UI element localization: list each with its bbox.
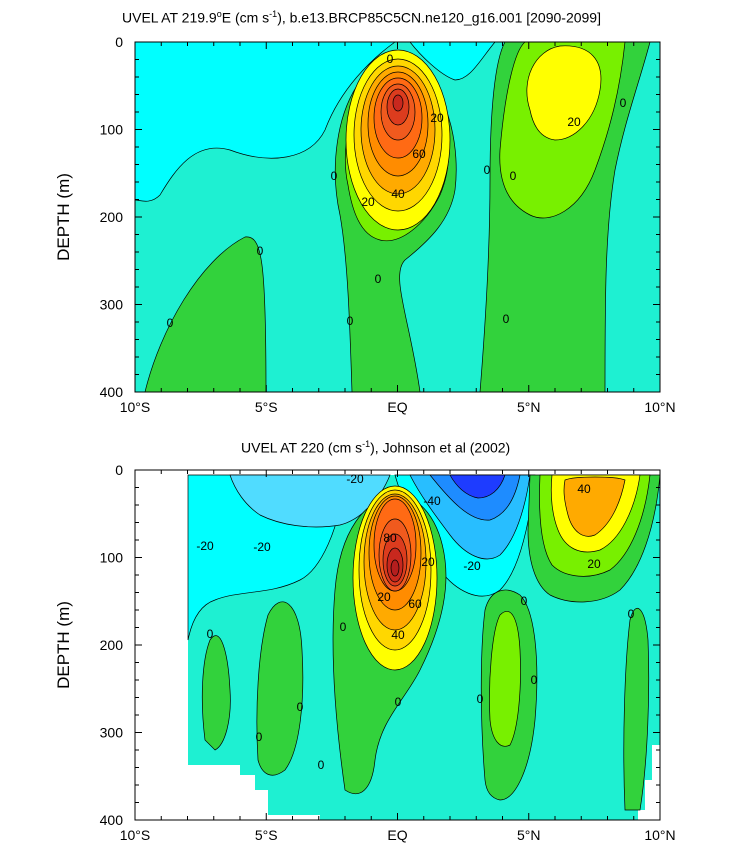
top-contour-label: 20 (430, 111, 444, 125)
bottom-x-tick-label: 10°N (644, 827, 675, 843)
top-contour-label: 0 (510, 169, 517, 183)
bottom-x-tick-label: EQ (387, 827, 407, 843)
top-contour-label: 0 (347, 314, 354, 328)
bottom-contour-label: 20 (421, 555, 435, 569)
bottom-contour-labels: -20 -40 -20 -20 -20 80 20 60 40 20 40 20 0 0 0 0 0 0 0 0 0 0 (196, 472, 634, 772)
bottom-green-far-east (623, 608, 650, 811)
bottom-contour-label: -20 (463, 559, 481, 573)
bottom-contour-label: 0 (521, 594, 528, 608)
bottom-x-tick-label: 5°S (255, 827, 278, 843)
bottom-equatorial-jet (352, 485, 438, 671)
top-equatorial-jet (345, 49, 451, 231)
top-green-south-region (144, 236, 267, 393)
bottom-green-west-b (256, 601, 304, 776)
top-contour-label: 0 (375, 272, 382, 286)
bottom-contour-label: 0 (318, 758, 325, 772)
bottom-y-tick-label: 0 (115, 462, 123, 478)
bottom-title-tail: ), Johnson et al (2002) (370, 439, 511, 456)
top-title-tail: ), b.e13.BRCP85C5CN.ne120_g16.001 [2090-… (277, 9, 601, 26)
top-y-tick-label: 200 (100, 209, 124, 225)
bottom-chart-title: UVEL AT 220 (cm s-1), Johnson et al (200… (241, 439, 510, 456)
bottom-contour-label: 40 (391, 628, 405, 642)
bottom-jet-level-100 (390, 559, 400, 577)
bottom-contour-label: 0 (207, 627, 214, 641)
bottom-contour-label: 80 (383, 531, 397, 545)
bottom-y-tick-label: 200 (100, 637, 124, 653)
bottom-contour-label: 60 (408, 597, 422, 611)
top-x-tick-label: 5°N (517, 399, 541, 415)
top-chart-title: UVEL AT 219.9oE (cm s-1), b.e13.BRCP85C5… (122, 9, 601, 26)
top-contour-label: 0 (331, 169, 338, 183)
top-contour-label: 0 (484, 163, 491, 177)
top-jet-level-90 (392, 94, 404, 112)
top-contour-label: 0 (387, 52, 394, 66)
bottom-contour-label: 0 (395, 695, 402, 709)
bottom-contour-label: 0 (628, 607, 635, 621)
bottom-contour-label: -20 (346, 472, 364, 486)
top-yellow-east-core (526, 45, 602, 141)
top-contour-label: 20 (361, 195, 375, 209)
top-x-tick-label: 10°S (120, 399, 151, 415)
bottom-contour-label: 20 (587, 557, 601, 571)
bottom-title-exp: -1 (362, 439, 371, 449)
bottom-plot: -20-40-20-20-20802060402040200000000000 … (54, 462, 676, 843)
top-x-tick-label: 5°S (255, 399, 278, 415)
bottom-lime-east (489, 610, 521, 747)
top-cyan-surface-region (134, 41, 397, 202)
bottom-contour-label: -40 (423, 494, 441, 508)
bottom-y-tick-label: 400 (100, 812, 124, 828)
bottom-contour-label: -20 (196, 539, 214, 553)
top-contour-label: 0 (620, 96, 627, 110)
bottom-title-main: UVEL AT 220 (cm s (241, 439, 363, 456)
bottom-contour-label: 0 (297, 700, 304, 714)
top-contour-label: 0 (257, 244, 264, 258)
bottom-y-axis-label: DEPTH (m) (54, 601, 73, 689)
top-title-rest: E (cm s (221, 9, 270, 26)
bottom-green-west-a (201, 635, 231, 751)
top-y-tick-label: 400 (100, 384, 124, 400)
bottom-blue-3-region (449, 474, 506, 499)
top-contour-label: 0 (167, 316, 174, 330)
top-title-degree: o (216, 9, 222, 19)
top-y-axis-label: DEPTH (m) (54, 173, 73, 261)
bottom-x-tick-label: 10°S (120, 827, 151, 843)
top-y-tick-label: 0 (115, 34, 123, 50)
bottom-contour-label: 0 (340, 620, 347, 634)
bottom-contour-label: -20 (253, 540, 271, 554)
top-contour-label: 40 (391, 187, 405, 201)
top-y-tick-label: 100 (100, 122, 124, 138)
bottom-y-tick-label: 100 (100, 550, 124, 566)
bottom-orange-necc (563, 476, 626, 537)
top-title-exp: -1 (269, 9, 278, 19)
bottom-y-tick-label: 300 (100, 725, 124, 741)
bottom-contour-label: 0 (477, 692, 484, 706)
bottom-x-tick-label: 5°N (517, 827, 541, 843)
top-x-tick-label: EQ (387, 399, 407, 415)
bottom-contour-label: 0 (531, 673, 538, 687)
top-contour-label: 60 (412, 147, 426, 161)
bottom-contour-label: 20 (377, 590, 391, 604)
bottom-contour-label: 40 (577, 482, 591, 496)
top-x-tick-label: 10°N (644, 399, 675, 415)
top-contour-labels: 0 20 60 40 20 0 0 0 20 0 0 0 0 0 0 (167, 52, 627, 330)
top-y-tick-label: 300 (100, 297, 124, 313)
top-contour-label: 0 (503, 312, 510, 326)
bottom-contour-label: 0 (256, 730, 263, 744)
top-cyan-east-region (409, 41, 496, 81)
top-contour-label: 20 (567, 115, 581, 129)
top-title-main: UVEL AT 219.9 (122, 9, 217, 26)
